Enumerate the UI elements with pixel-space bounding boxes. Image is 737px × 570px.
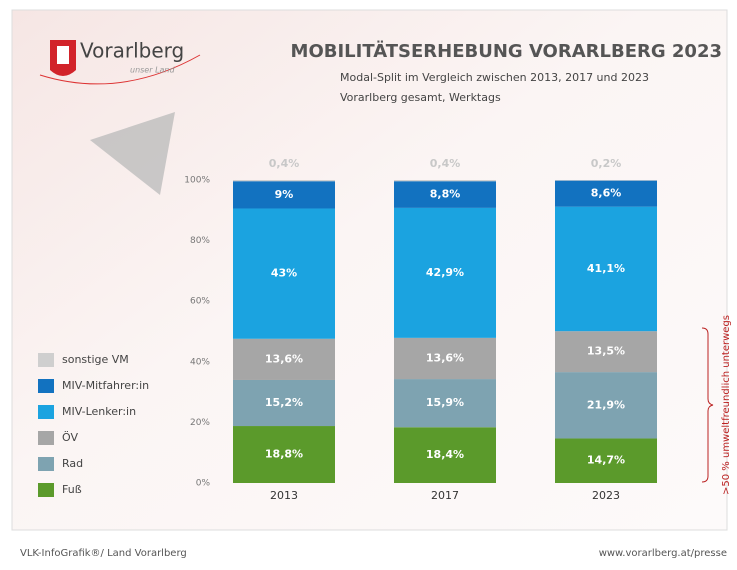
- value-label: 13,6%: [426, 351, 464, 364]
- value-label: 13,5%: [587, 345, 625, 358]
- bar-segment: [233, 181, 335, 209]
- value-label: 14,7%: [587, 454, 625, 467]
- bar-segment: [394, 181, 496, 208]
- bracket: [701, 327, 714, 483]
- bar-segment: [394, 337, 496, 380]
- y-tick-label: 20%: [190, 418, 210, 428]
- decor-triangle: [90, 112, 175, 195]
- legend-label: Rad: [62, 457, 83, 470]
- bar-segment: [233, 338, 335, 380]
- logo-tagline: unser Land: [130, 66, 175, 75]
- bar-segment: [233, 379, 335, 427]
- bar-segment: [233, 180, 335, 182]
- legend-label: MIV-Mitfahrer:in: [62, 379, 149, 392]
- logo-name: Vorarlberg: [80, 39, 184, 63]
- chart-title: MOBILITÄTSERHEBUNG VORARLBERG 2023: [291, 40, 722, 62]
- legend-swatch: [38, 483, 54, 497]
- annotation: >50 % umweltfreundlich unterwegs: [721, 315, 732, 495]
- y-tick-label: 80%: [190, 236, 210, 246]
- bar-segment: [555, 180, 657, 207]
- bar-segment: [555, 438, 657, 483]
- legend-swatch: [38, 431, 54, 445]
- footer-right: www.vorarlberg.at/presse: [599, 548, 727, 559]
- legend-label: MIV-Lenker:in: [62, 405, 136, 418]
- y-tick-label: 100%: [184, 176, 210, 186]
- value-label: 0,4%: [430, 157, 461, 170]
- bar-segment: [555, 372, 657, 439]
- value-label: 18,4%: [426, 448, 464, 461]
- value-label: 41,1%: [587, 262, 625, 275]
- x-tick-label: 2017: [431, 489, 459, 502]
- bar-segment: [555, 180, 657, 181]
- legend-swatch: [38, 353, 54, 367]
- value-label: 43%: [271, 267, 297, 280]
- value-label: 8,6%: [591, 187, 622, 200]
- y-tick-label: 40%: [190, 357, 210, 367]
- y-tick-label: 0%: [196, 479, 211, 489]
- legend-swatch: [38, 379, 54, 393]
- bar-segment: [555, 331, 657, 373]
- footer-left: VLK-InfoGrafik®/ Land Vorarlberg: [20, 548, 187, 559]
- value-label: 15,9%: [426, 396, 464, 409]
- legend-label: Fuß: [62, 483, 82, 496]
- logo-emblem: [57, 46, 69, 64]
- bar-segment: [394, 207, 496, 338]
- bar-segment: [233, 208, 335, 339]
- value-label: 8,8%: [430, 188, 461, 201]
- value-label: 42,9%: [426, 266, 464, 279]
- value-label: 0,4%: [269, 157, 300, 170]
- value-label: 9%: [275, 188, 294, 201]
- value-label: 13,6%: [265, 352, 303, 365]
- value-label: 18,8%: [265, 448, 303, 461]
- subtitle: Modal-Split im Vergleich zwischen 2013, …: [340, 71, 649, 84]
- y-tick-label: 60%: [190, 297, 210, 307]
- bar-segment: [394, 427, 496, 483]
- legend-swatch: [38, 457, 54, 471]
- legend-label: sonstige VM: [62, 353, 129, 366]
- subtitle: Vorarlberg gesamt, Werktags: [340, 91, 501, 104]
- bar-segment: [394, 379, 496, 428]
- value-label: 15,2%: [265, 396, 303, 409]
- x-tick-label: 2023: [592, 489, 620, 502]
- bar-segment: [394, 180, 496, 182]
- value-label: 21,9%: [587, 398, 625, 411]
- logo-swoosh: [39, 54, 201, 85]
- value-label: 0,2%: [591, 157, 622, 170]
- legend-swatch: [38, 405, 54, 419]
- legend-label: ÖV: [62, 431, 78, 444]
- bar-segment: [233, 426, 335, 483]
- bar-segment: [555, 206, 657, 332]
- x-tick-label: 2013: [270, 489, 298, 502]
